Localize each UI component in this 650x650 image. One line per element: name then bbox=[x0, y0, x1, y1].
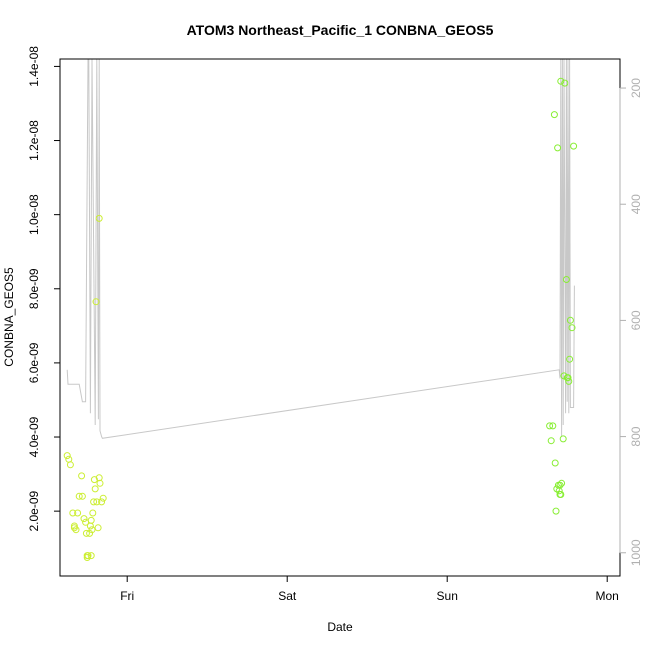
data-point bbox=[86, 529, 94, 537]
data-point bbox=[87, 516, 95, 524]
data-point bbox=[561, 79, 569, 87]
data-point bbox=[82, 529, 90, 537]
data-point bbox=[564, 374, 572, 382]
data-point bbox=[69, 509, 77, 517]
x-tick-label: Sat bbox=[278, 589, 297, 603]
plot-frame bbox=[59, 58, 621, 577]
data-point bbox=[72, 526, 80, 534]
data-point bbox=[95, 214, 103, 222]
data-point bbox=[98, 498, 106, 506]
data-point bbox=[66, 461, 74, 469]
data-point bbox=[99, 494, 107, 502]
data-point bbox=[78, 492, 86, 500]
x-tick-label: Sun bbox=[437, 589, 458, 603]
data-point bbox=[570, 142, 578, 150]
data-point bbox=[547, 437, 555, 445]
y2-tick-label: 200 bbox=[629, 78, 643, 98]
y-tick-label: 1.2e-08 bbox=[27, 120, 41, 161]
data-point bbox=[559, 435, 567, 443]
x-tick-label: Mon bbox=[596, 589, 619, 603]
data-point bbox=[557, 77, 565, 85]
data-point bbox=[546, 422, 554, 430]
right-pressure-axis: 200 400 600 800 1000 bbox=[619, 78, 643, 566]
data-point bbox=[96, 479, 104, 487]
y-tick-label: 1.4e-08 bbox=[27, 46, 41, 87]
data-point bbox=[90, 498, 98, 506]
data-point bbox=[88, 526, 96, 534]
data-point bbox=[75, 492, 83, 500]
data-point bbox=[63, 452, 71, 460]
y-tick-label: 4.0e-09 bbox=[27, 416, 41, 457]
data-point bbox=[78, 472, 86, 480]
y-tick-label: 2.0e-09 bbox=[27, 490, 41, 531]
y-axis: 2.0e-09 4.0e-09 6.0e-09 8.0e-09 1.0e-08 1.2e-… bbox=[27, 46, 61, 531]
y-axis-label: CONBNA_GEOS5 bbox=[2, 267, 16, 367]
data-point bbox=[554, 144, 562, 152]
data-point bbox=[556, 481, 564, 489]
data-point bbox=[83, 552, 91, 560]
scatter-point-layer bbox=[63, 77, 578, 561]
y2-tick-label: 600 bbox=[629, 310, 643, 330]
data-point bbox=[552, 507, 560, 515]
x-axis: Fri Sat Sun Mon bbox=[120, 575, 619, 603]
y2-tick-label: 800 bbox=[629, 426, 643, 446]
data-point bbox=[86, 522, 94, 530]
data-point bbox=[562, 276, 570, 283]
y-tick-label: 8.0e-09 bbox=[27, 268, 41, 309]
data-point bbox=[557, 491, 565, 498]
x-axis-label: Date bbox=[327, 620, 353, 634]
data-point bbox=[74, 509, 82, 517]
data-point bbox=[551, 459, 559, 467]
y2-tick-label: 400 bbox=[629, 194, 643, 214]
data-point bbox=[94, 524, 102, 532]
data-point bbox=[70, 522, 78, 530]
chart-title: ATOM3 Northeast_Pacific_1 CONBNA_GEOS5 bbox=[187, 22, 494, 38]
data-point bbox=[558, 479, 566, 487]
data-point bbox=[91, 485, 99, 493]
pressure-line-layer bbox=[66, 59, 575, 439]
y-tick-label: 1.0e-08 bbox=[27, 194, 41, 235]
data-point bbox=[568, 324, 576, 332]
data-point bbox=[90, 476, 98, 484]
data-point bbox=[87, 552, 95, 560]
data-point bbox=[549, 422, 557, 430]
data-point bbox=[93, 498, 101, 506]
data-point bbox=[550, 111, 558, 119]
x-tick-label: Fri bbox=[120, 589, 134, 603]
data-point bbox=[566, 316, 574, 324]
data-point bbox=[565, 377, 573, 385]
data-point bbox=[566, 355, 574, 363]
data-point bbox=[80, 515, 88, 523]
data-point bbox=[89, 509, 97, 517]
data-point bbox=[92, 298, 100, 306]
y-tick-label: 6.0e-09 bbox=[27, 342, 41, 383]
y2-tick-label: 1000 bbox=[629, 539, 643, 566]
pressure-line bbox=[66, 59, 575, 439]
